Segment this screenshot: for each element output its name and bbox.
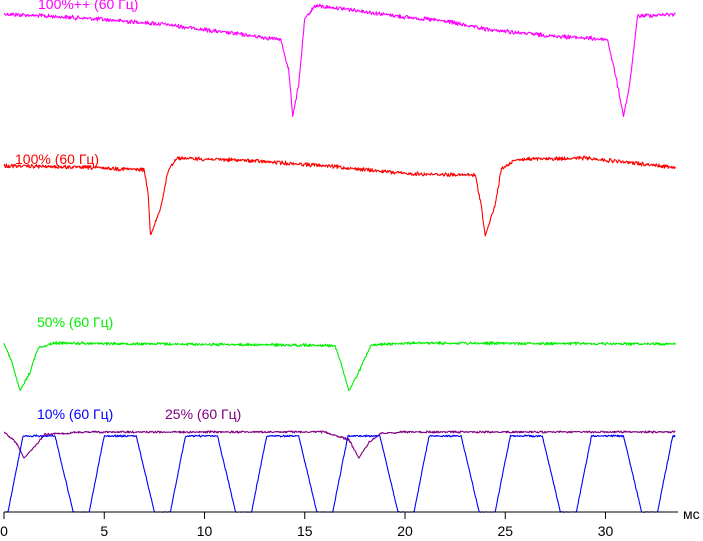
x-axis-unit: мс — [683, 506, 700, 522]
x-axis-ticks: 0 5 10 15 20 25 30 — [0, 512, 613, 539]
series-label-25: 25% (60 Гц) — [165, 406, 241, 422]
trace-layer — [3, 3, 676, 513]
series-label-10: 10% (60 Гц) — [37, 406, 113, 422]
x-tick-label: 20 — [397, 523, 413, 539]
series-label-50: 50% (60 Гц) — [37, 314, 113, 330]
series-line-2 — [3, 341, 676, 392]
x-tick-label: 15 — [297, 523, 313, 539]
series-line-1 — [3, 155, 676, 237]
series-label-100pp: 100%++ (60 Гц) — [38, 0, 138, 12]
series-line-0 — [3, 3, 676, 118]
series-line-4 — [3, 434, 676, 513]
series-line-3 — [3, 430, 676, 459]
series-label-100: 100% (60 Гц) — [15, 151, 99, 167]
x-tick-label: 10 — [197, 523, 213, 539]
x-tick-label: 30 — [598, 523, 614, 539]
x-tick-label: 5 — [100, 523, 108, 539]
x-tick-label: 0 — [0, 523, 8, 539]
x-tick-label: 25 — [497, 523, 513, 539]
